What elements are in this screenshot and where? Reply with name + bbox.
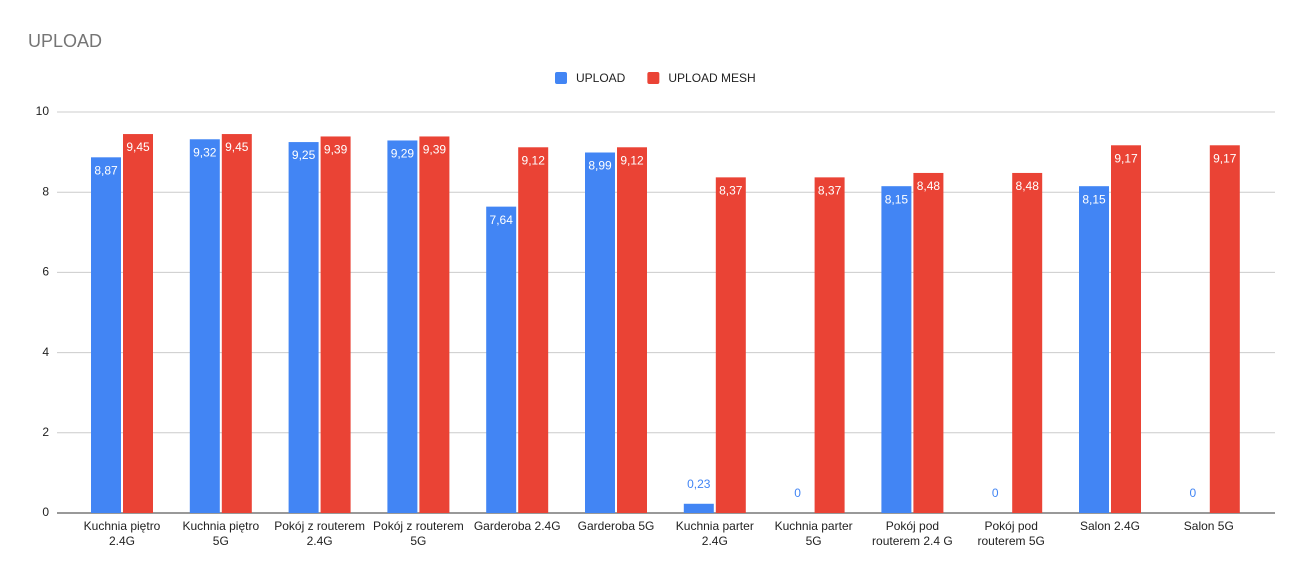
value-label: 9,17 [1213, 151, 1237, 165]
bar [913, 172, 944, 513]
legend-swatch [647, 72, 660, 84]
bar [814, 177, 845, 513]
x-tick-label: Kuchnia piętro 2.4G [83, 519, 161, 548]
y-tick-label: 4 [42, 345, 49, 359]
bar [288, 142, 319, 513]
bar [1079, 186, 1109, 513]
value-label: 9,39 [324, 143, 348, 157]
bar [1012, 172, 1043, 513]
bar [221, 134, 252, 513]
x-tick-label: Salon 2.4G [1079, 519, 1141, 533]
legend-label: UPLOAD [576, 71, 626, 85]
value-label: 9,45 [225, 140, 249, 154]
value-label: 8,15 [885, 192, 909, 206]
value-label: 0 [794, 486, 801, 500]
bar [1209, 145, 1240, 513]
x-tick-label: Salon 5G [1183, 519, 1234, 533]
value-label: 9,12 [522, 153, 546, 167]
y-tick-label: 10 [36, 104, 50, 118]
bar [387, 140, 418, 513]
legend-label: UPLOAD MESH [668, 71, 755, 85]
bar [1111, 145, 1141, 513]
bar [419, 136, 450, 513]
x-tick-label: Pokój pod routerem 2.4 G [872, 519, 953, 548]
y-tick-label: 0 [42, 505, 49, 519]
value-label: 8,37 [719, 184, 743, 198]
value-label: 0 [1189, 486, 1196, 500]
value-label: 7,64 [490, 213, 514, 227]
bar [189, 139, 220, 513]
value-label: 8,99 [588, 159, 612, 173]
value-label: 9,25 [292, 148, 316, 162]
value-label: 8,48 [1016, 179, 1040, 193]
bar [123, 134, 153, 513]
value-label: 9,39 [423, 143, 447, 157]
x-tick-label: Garderoba 5G [577, 519, 655, 533]
value-label: 8,37 [818, 184, 842, 198]
value-label: 8,87 [94, 163, 118, 177]
bar [486, 206, 517, 514]
x-tick-label: Kuchnia piętro 5G [182, 519, 260, 548]
y-tick-label: 6 [42, 265, 49, 279]
legend-swatch [555, 72, 567, 84]
value-label: 9,17 [1114, 151, 1138, 165]
bar [617, 147, 647, 513]
x-tick-label: Pokój z routerem 5G [373, 519, 464, 548]
bar [683, 503, 714, 513]
value-label: 9,29 [391, 147, 415, 161]
x-tick-label: Kuchnia parter 2.4G [675, 519, 754, 548]
value-label: 8,15 [1082, 192, 1106, 206]
value-label: 9,12 [620, 153, 644, 167]
x-tick-label: Pokój z routerem 2.4G [274, 519, 365, 548]
bar [518, 147, 549, 513]
value-label: 8,48 [917, 179, 941, 193]
chart-title: UPLOAD [28, 31, 102, 51]
bar [91, 157, 121, 514]
value-label: 9,45 [126, 140, 150, 154]
x-tick-label: Pokój pod routerem 5G [977, 519, 1045, 548]
bar [715, 177, 746, 513]
bar [881, 186, 912, 513]
bar [585, 152, 615, 513]
y-tick-label: 8 [42, 184, 49, 198]
value-label: 9,32 [193, 145, 217, 159]
x-tick-label: Garderoba 2.4G [473, 519, 561, 533]
bar [320, 136, 351, 513]
y-tick-label: 2 [42, 425, 49, 439]
value-label: 0,23 [687, 477, 711, 491]
x-tick-label: Kuchnia parter 5G [774, 519, 853, 548]
value-label: 0 [992, 486, 999, 500]
